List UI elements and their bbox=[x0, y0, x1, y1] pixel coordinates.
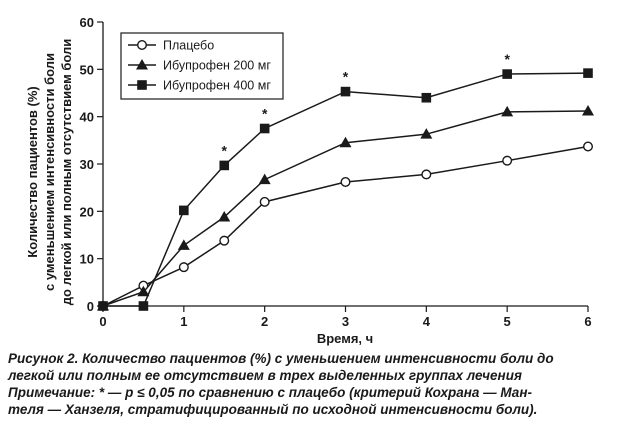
legend-label-3: Ибупрофен 400 мг bbox=[163, 79, 271, 93]
y-tick-label: 20 bbox=[80, 204, 94, 219]
y-tick-label: 40 bbox=[80, 110, 94, 125]
series-3-point bbox=[219, 161, 229, 171]
y-tick-label: 10 bbox=[80, 252, 94, 267]
y-tick-label: 50 bbox=[80, 62, 94, 77]
series-1-point bbox=[341, 178, 350, 187]
series-1-point bbox=[260, 198, 269, 207]
series-1-point bbox=[584, 142, 593, 151]
significance-star: * bbox=[343, 69, 349, 85]
x-tick-label: 6 bbox=[584, 314, 591, 329]
series-3-point bbox=[422, 93, 432, 103]
x-tick-label: 1 bbox=[180, 314, 187, 329]
y-tick-label: 30 bbox=[80, 157, 94, 172]
series-line-1 bbox=[103, 146, 588, 306]
legend-marker-1 bbox=[138, 41, 147, 50]
y-axis-title-line-2: с уменьшением интенсивности боли bbox=[42, 53, 57, 291]
series-1-point bbox=[422, 170, 431, 179]
figure-caption: Рисунок 2. Количество пациентов (%) с ум… bbox=[8, 350, 614, 418]
chart: 0 10 20 30 40 50 60 0 1 2 3 4 5 6 Время, ч Количество п… bbox=[0, 0, 620, 350]
series-2-point bbox=[259, 174, 271, 185]
significance-star: * bbox=[262, 106, 268, 122]
series-1-point bbox=[220, 236, 229, 245]
legend-label-1: Плацебо bbox=[163, 39, 214, 53]
y-axis-title-line-3: до легкой или полным отсутствием боли bbox=[59, 39, 74, 306]
series-3-point bbox=[179, 206, 189, 216]
x-tick-label: 4 bbox=[423, 314, 431, 329]
series-2-point bbox=[582, 105, 594, 116]
legend-marker-3 bbox=[137, 80, 147, 90]
significance-star: * bbox=[222, 142, 228, 158]
series-1-point bbox=[503, 156, 512, 165]
series-3-point bbox=[502, 69, 512, 79]
caption-line-2: легкой или полным ее отсутствием в трех … bbox=[8, 367, 614, 384]
y-tick-label: 60 bbox=[80, 15, 94, 30]
chart-svg: 0 10 20 30 40 50 60 0 1 2 3 4 5 6 Время, ч Количество п… bbox=[0, 0, 620, 350]
series-3-point bbox=[98, 301, 108, 311]
x-axis-title: Время, ч bbox=[317, 331, 373, 346]
x-tick-label: 0 bbox=[99, 314, 106, 329]
caption-line-4: теля — Ханзеля, стратифицированный по ис… bbox=[8, 401, 614, 418]
legend-label-2: Ибупрофен 200 мг bbox=[163, 59, 271, 73]
x-tick-label: 5 bbox=[504, 314, 511, 329]
caption-line-1: Рисунок 2. Количество пациентов (%) с ум… bbox=[8, 350, 614, 367]
series-3-point bbox=[139, 301, 149, 311]
significance-star: * bbox=[504, 51, 510, 67]
x-tick-label: 3 bbox=[342, 314, 349, 329]
y-tick-label: 0 bbox=[87, 299, 94, 314]
series-3-point bbox=[583, 68, 593, 78]
caption-line-3: Примечание: * — p ≤ 0,05 по сравнению с … bbox=[8, 384, 614, 401]
series-3-point bbox=[260, 124, 270, 134]
series-1-point bbox=[180, 263, 189, 272]
y-axis-title-line-1: Количество пациентов (%) bbox=[25, 86, 40, 257]
series-3-point bbox=[341, 87, 351, 97]
series-2-point bbox=[178, 239, 190, 250]
x-tick-label: 2 bbox=[261, 314, 268, 329]
